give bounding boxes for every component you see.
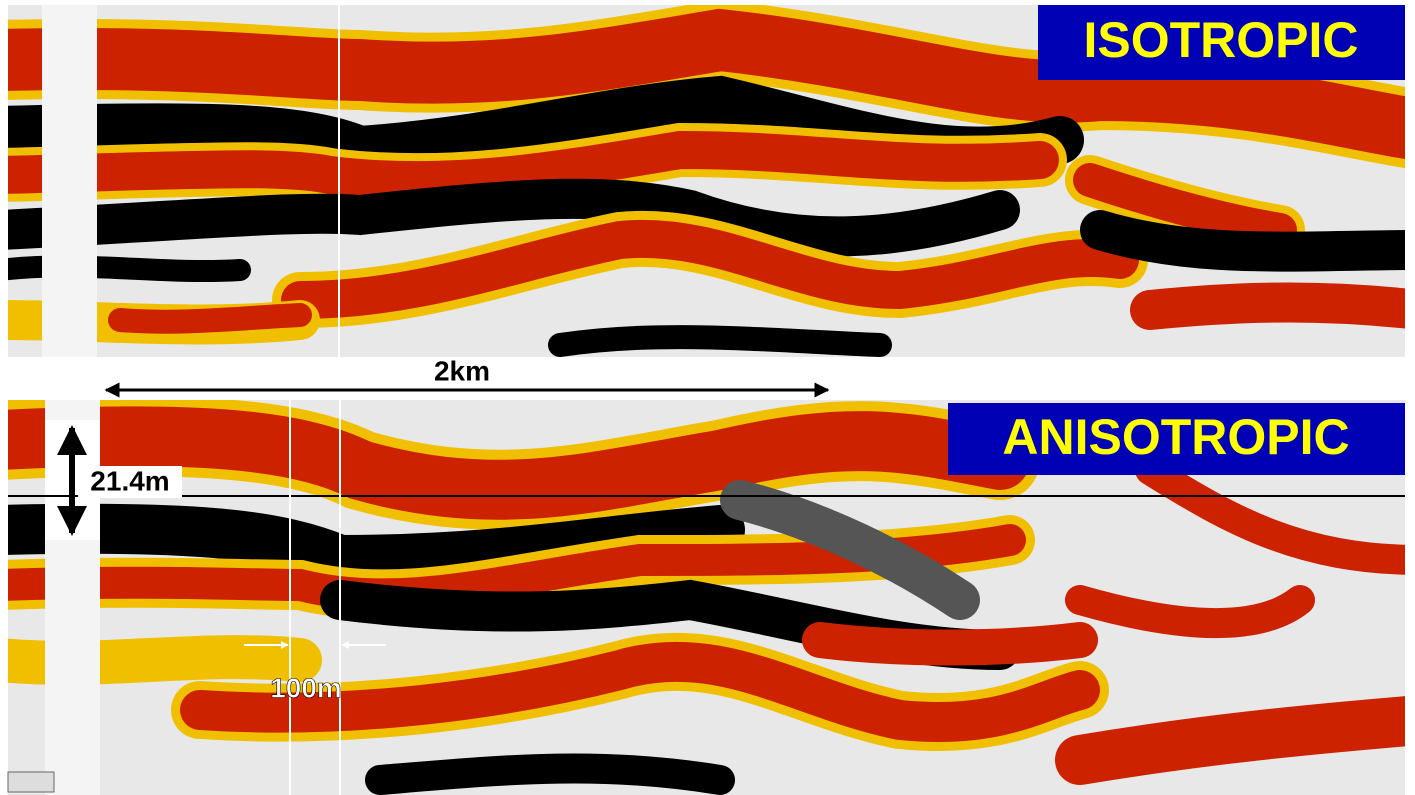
panel-label: ISOTROPIC — [1083, 12, 1358, 68]
page: {"panels": {"top": {"label": "ISOTROPIC"… — [0, 0, 1415, 795]
dimension-label: 2km — [434, 355, 490, 386]
corner-icon — [8, 772, 54, 792]
panel-label: ANISOTROPIC — [1002, 409, 1349, 465]
seismic-comparison: ISOTROPIC ANISOTROPIC 2km 21.4m 100m — [0, 0, 1415, 795]
dimension-label: 21.4m — [90, 465, 169, 496]
dimension-label: 100m — [270, 672, 342, 703]
